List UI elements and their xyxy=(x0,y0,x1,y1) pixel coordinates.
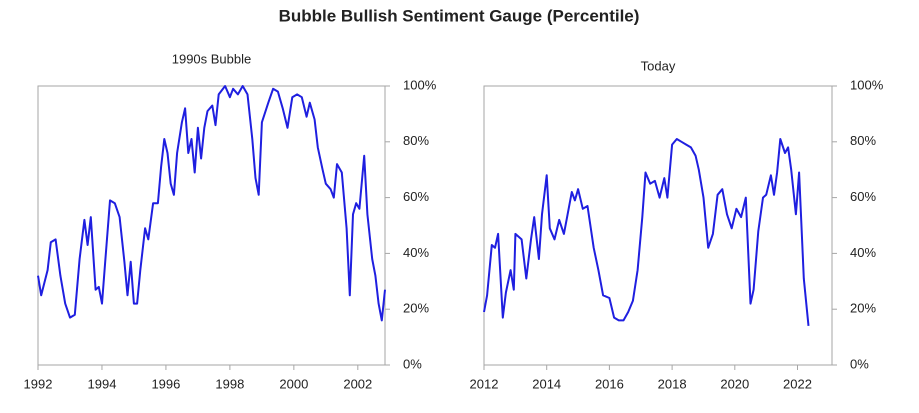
y-tick-label: 0% xyxy=(403,356,422,371)
x-tick-label: 1998 xyxy=(215,376,244,391)
x-tick-label: 2022 xyxy=(783,376,812,391)
x-tick-label: 2016 xyxy=(595,376,624,391)
x-tick-label: 1992 xyxy=(24,376,53,391)
x-tick-label: 2002 xyxy=(343,376,372,391)
y-tick-label: 40% xyxy=(403,245,429,260)
plot-frame xyxy=(483,85,833,366)
plot-frame xyxy=(37,85,386,366)
y-tick-label: 80% xyxy=(403,133,429,148)
x-tick-label: 1994 xyxy=(88,376,117,391)
y-tick-label: 20% xyxy=(850,301,876,316)
y-tick-label: 40% xyxy=(850,245,876,260)
series-line xyxy=(483,138,810,326)
chart-title: 1990s Bubble xyxy=(172,51,252,66)
y-tick-label: 100% xyxy=(850,77,884,92)
x-tick-label: 2020 xyxy=(720,376,749,391)
y-tick-label: 60% xyxy=(850,189,876,204)
chart-title: Today xyxy=(641,58,676,73)
y-tick-label: 100% xyxy=(403,77,437,92)
x-tick-label: 2018 xyxy=(658,376,687,391)
y-tick-label: 80% xyxy=(850,133,876,148)
series-line xyxy=(37,85,386,322)
x-tick-label: 2014 xyxy=(532,376,561,391)
y-tick-label: 0% xyxy=(850,356,869,371)
x-tick-label: 2012 xyxy=(470,376,499,391)
x-tick-label: 1996 xyxy=(151,376,180,391)
y-tick-label: 60% xyxy=(403,189,429,204)
x-tick-label: 2000 xyxy=(279,376,308,391)
main-title: Bubble Bullish Sentiment Gauge (Percenti… xyxy=(279,6,640,25)
y-tick-label: 20% xyxy=(403,301,429,316)
